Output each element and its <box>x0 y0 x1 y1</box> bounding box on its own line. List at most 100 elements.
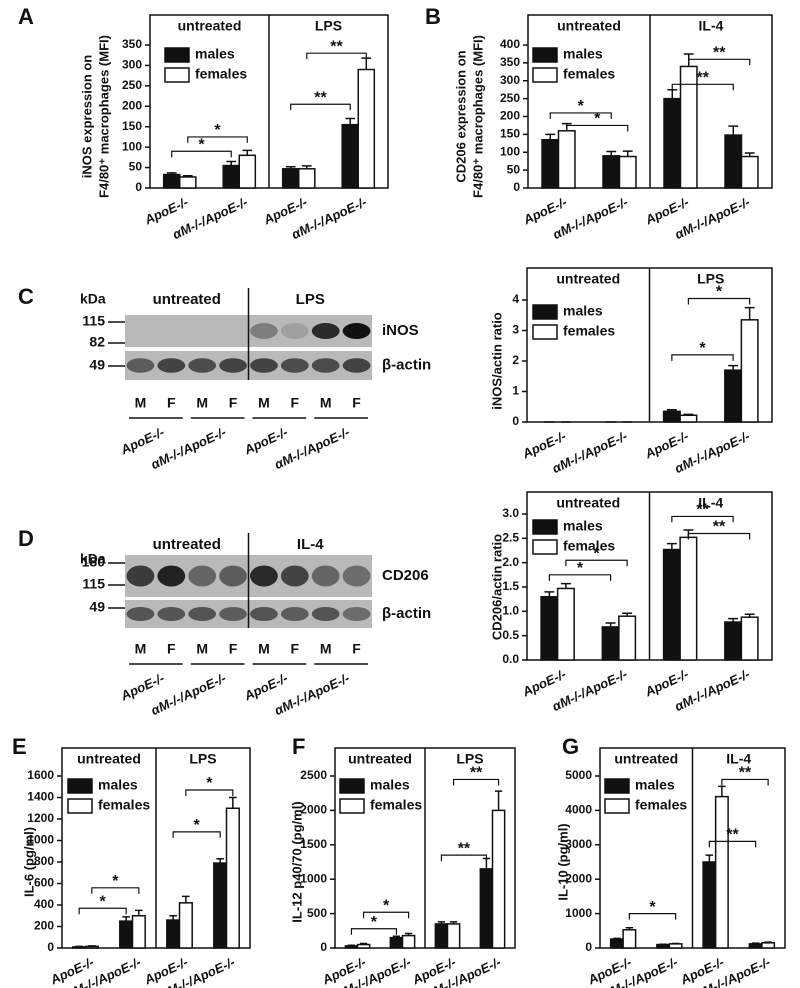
significance-bracket <box>290 103 351 111</box>
group-header: untreated <box>178 18 242 34</box>
significance-label: * <box>371 914 378 931</box>
legend-label: females <box>563 66 615 82</box>
y-tick-label: 400 <box>34 897 54 911</box>
significance-bracket <box>187 136 248 143</box>
bar <box>761 942 776 949</box>
legend-swatch <box>164 67 190 83</box>
blot-band <box>250 565 278 587</box>
y-tick-label: 800 <box>34 854 54 868</box>
error-bar <box>718 785 726 797</box>
marker-label: 82 <box>89 334 105 350</box>
error-bar <box>88 945 96 947</box>
significance-bracket <box>306 52 367 60</box>
y-tick-label: 0 <box>320 940 327 954</box>
marker-label: 115 <box>82 313 105 329</box>
lane-label: F <box>229 641 238 657</box>
significance-bracket <box>452 778 500 786</box>
bar <box>601 626 620 661</box>
blot-band <box>157 565 186 587</box>
significance-bracket <box>708 840 757 848</box>
significance-bracket <box>185 789 234 796</box>
significance-label: ** <box>470 765 483 782</box>
legend-label: males <box>98 777 138 793</box>
blot-band <box>280 323 309 339</box>
y-axis-label: F4/80⁺ macrophages (MFI) <box>470 35 485 198</box>
error-bar <box>347 944 356 946</box>
error-bar <box>449 921 458 924</box>
bar <box>162 173 181 189</box>
group-header: IL-4 <box>699 18 724 34</box>
error-bar <box>605 622 616 627</box>
y-axis-label: CD206 expression on <box>453 50 468 182</box>
lane-label: M <box>135 641 147 657</box>
significance-bracket <box>362 911 410 919</box>
blot-band <box>219 607 247 621</box>
error-bar <box>613 937 621 940</box>
y-axis-label: iNOS expression on <box>79 55 94 179</box>
significance-bracket <box>671 354 734 361</box>
error-bar <box>622 150 633 157</box>
significance-label: * <box>716 284 723 301</box>
error-bar <box>301 165 312 169</box>
marker-label: 49 <box>89 357 105 373</box>
y-tick-label: 1.0 <box>502 604 519 618</box>
blot-group-header: untreated <box>153 536 221 553</box>
bar <box>663 97 682 189</box>
y-axis-label: iNOS/actin ratio <box>489 312 504 410</box>
band-label: iNOS <box>382 322 419 339</box>
y-tick-label: 1.5 <box>502 579 519 593</box>
bar <box>724 621 743 661</box>
blot-group-header: untreated <box>153 291 221 308</box>
group-header: IL-4 <box>726 751 751 767</box>
legend-swatch <box>532 539 558 555</box>
group-header: LPS <box>189 751 216 767</box>
y-tick-label: 500 <box>307 906 327 920</box>
bar <box>298 168 316 189</box>
significance-label: * <box>594 111 601 128</box>
error-bar <box>544 591 555 597</box>
y-tick-label: 50 <box>507 162 521 176</box>
y-axis-label: IL-12 p40/70 (pg/ml) <box>289 801 304 922</box>
significance-label: * <box>383 897 390 914</box>
group-header: untreated <box>77 751 141 767</box>
error-bar <box>182 174 193 177</box>
group-header: untreated <box>557 18 621 34</box>
lane-label: F <box>229 395 238 411</box>
blot-band <box>219 565 247 587</box>
legend-swatch <box>532 304 558 320</box>
legend-swatch <box>604 798 630 814</box>
bar <box>178 902 193 949</box>
blot-band <box>188 358 217 373</box>
significance-bracket <box>566 124 629 132</box>
significance-label: * <box>206 775 213 792</box>
y-tick-label: 1 <box>512 384 519 398</box>
significance-bracket <box>91 887 140 894</box>
blot-band <box>311 323 340 339</box>
significance-label: ** <box>458 840 471 857</box>
bar <box>668 943 683 949</box>
y-tick-label: 0 <box>135 180 142 194</box>
y-tick-label: 1000 <box>300 871 327 885</box>
bar <box>238 154 257 189</box>
significance-label: * <box>699 340 706 357</box>
error-bar <box>625 926 634 930</box>
legend-swatch <box>67 778 93 794</box>
bar <box>662 548 681 661</box>
blot-band <box>250 607 278 621</box>
y-tick-label: 1400 <box>27 790 54 804</box>
y-tick-label: 5000 <box>565 768 592 782</box>
significance-label: ** <box>696 502 709 519</box>
group-header: untreated <box>556 271 620 287</box>
group-header: untreated <box>348 751 412 767</box>
bar <box>702 861 717 949</box>
error-bar <box>744 152 755 157</box>
y-tick-label: 100 <box>500 144 520 158</box>
blot-band <box>342 607 371 621</box>
legend-label: males <box>635 777 675 793</box>
blot-band <box>311 358 340 373</box>
bar <box>281 168 300 189</box>
significance-label: ** <box>697 70 710 87</box>
error-bar <box>728 125 739 136</box>
legend-swatch <box>67 798 93 814</box>
significance-label: ** <box>739 765 752 782</box>
